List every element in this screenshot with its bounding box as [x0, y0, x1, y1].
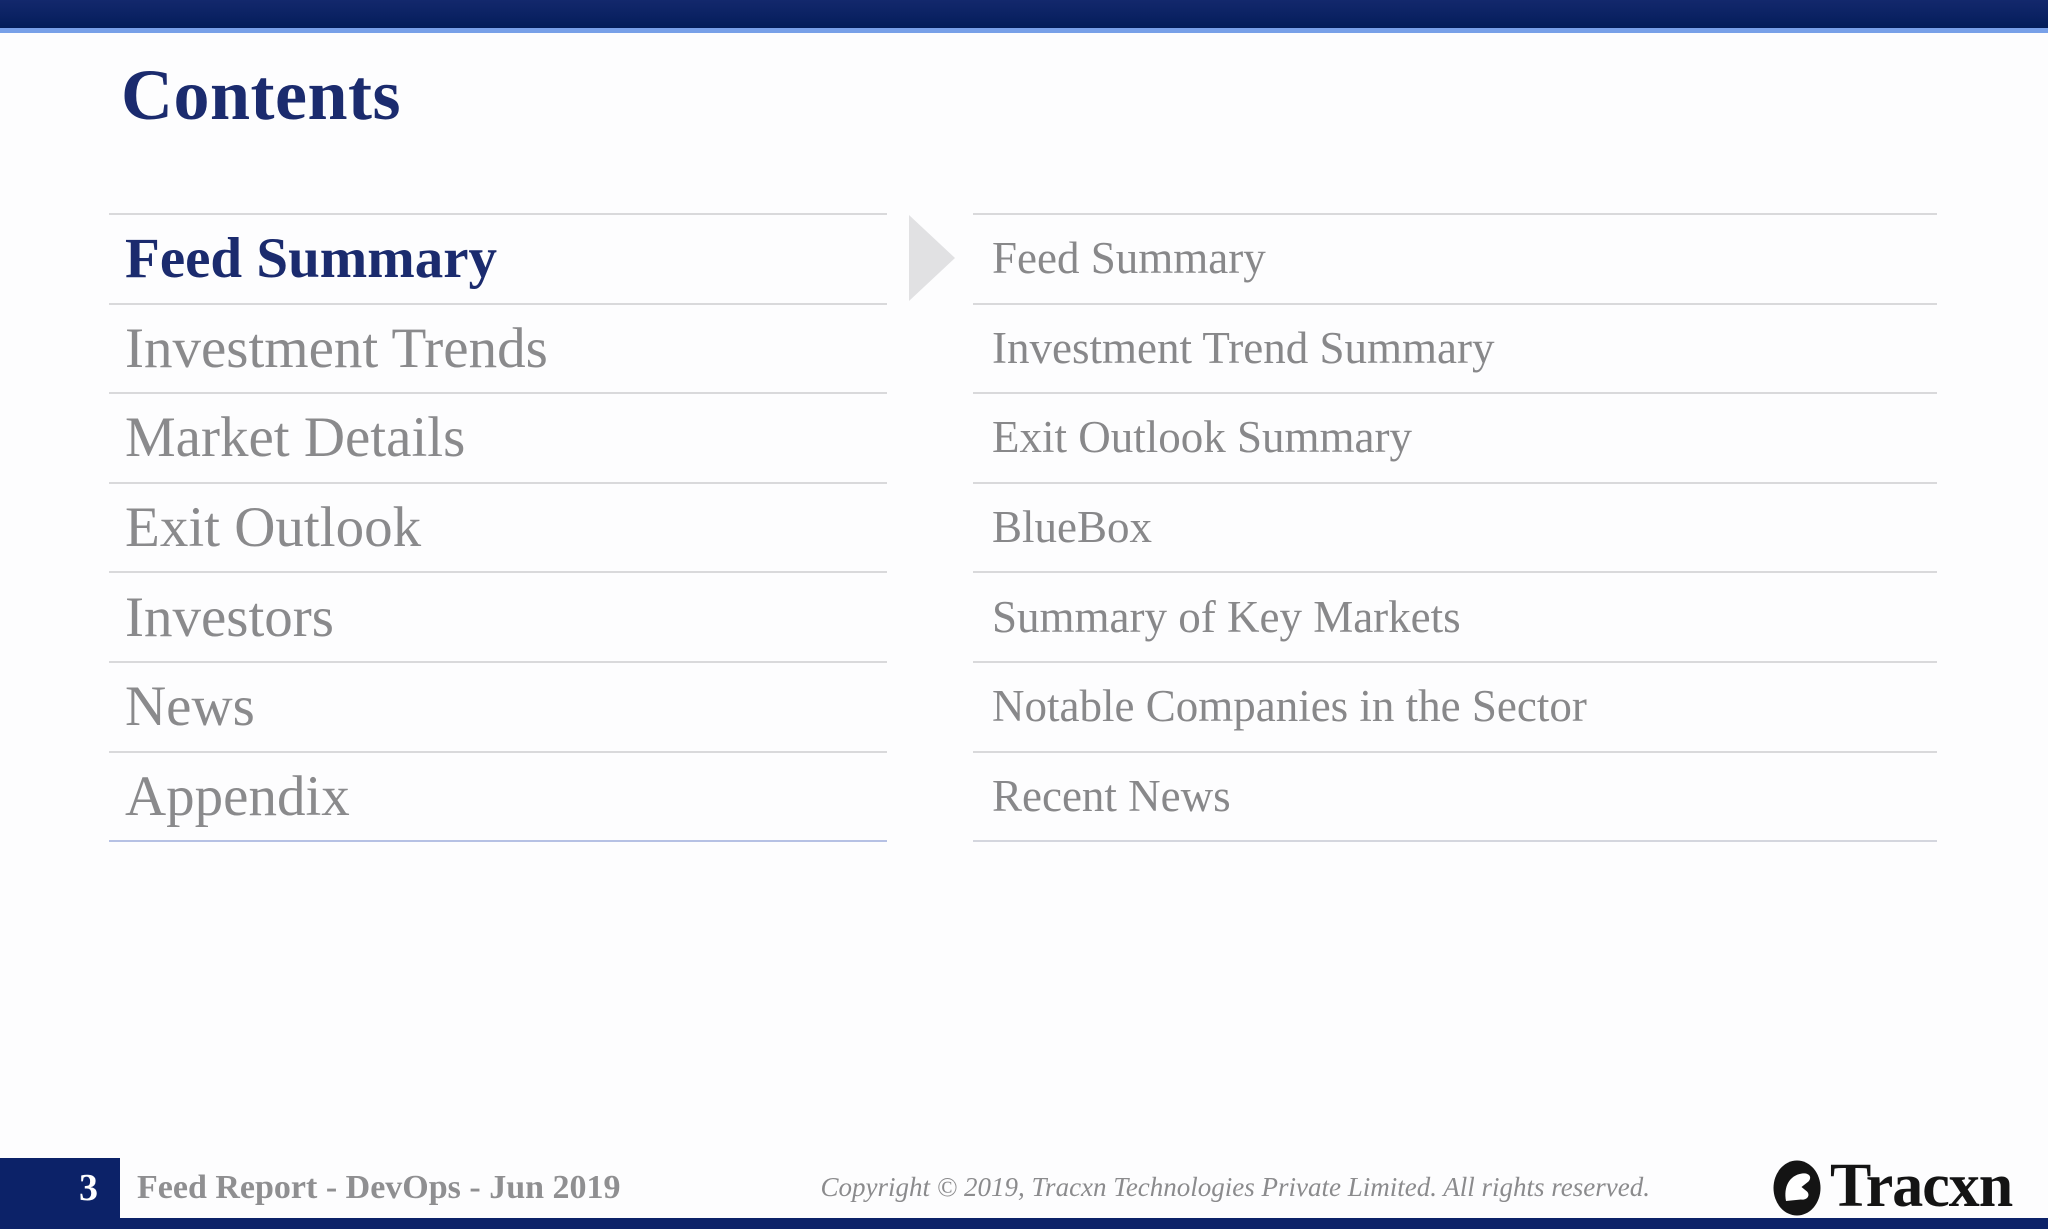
active-section-arrow-icon	[909, 215, 955, 301]
toc-section-label: News	[125, 675, 255, 739]
toc-section-exit-outlook[interactable]: Exit Outlook	[109, 481, 887, 572]
top-navy-bar	[0, 0, 2048, 28]
tracxn-logo-icon	[1773, 1160, 1821, 1216]
toc-subsection-exit-outlook-summary[interactable]: Exit Outlook Summary	[973, 392, 1937, 482]
bottom-navy-strip	[0, 1218, 2048, 1229]
toc-section-market-details[interactable]: Market Details	[109, 392, 887, 482]
top-accent-line	[0, 28, 2048, 33]
toc-subsection-label: Feed Summary	[992, 233, 1266, 284]
toc-subsection-label: BlueBox	[992, 502, 1153, 553]
page-number-box: 3	[0, 1158, 120, 1218]
toc-section-news[interactable]: News	[109, 660, 887, 751]
page-title: Contents	[121, 55, 402, 135]
toc-subsection-label: Recent News	[992, 770, 1231, 821]
toc-section-investment-trends[interactable]: Investment Trends	[109, 302, 887, 393]
toc-subsection-label: Summary of Key Markets	[992, 591, 1461, 642]
page-number: 3	[79, 1167, 98, 1209]
toc-subsection-bluebox[interactable]: BlueBox	[973, 481, 1937, 572]
toc-subsection-label: Notable Companies in the Sector	[992, 681, 1587, 732]
tracxn-wordmark: Tracxn	[1830, 1152, 2013, 1220]
toc-section-investors[interactable]: Investors	[109, 571, 887, 661]
toc-section-label: Investors	[125, 585, 334, 649]
copyright-text: Copyright © 2019, Tracxn Technologies Pr…	[820, 1171, 1650, 1202]
toc-subsection-label: Exit Outlook Summary	[992, 412, 1412, 463]
toc-sections-column: Feed Summary Investment Trends Market De…	[109, 213, 887, 843]
toc-section-label: Appendix	[125, 764, 350, 828]
toc-subsection-feed-summary[interactable]: Feed Summary	[973, 213, 1937, 303]
toc-subsections-column: Feed Summary Investment Trend Summary Ex…	[973, 213, 1937, 843]
tracxn-logo: Tracxn	[1773, 1152, 2013, 1220]
toc-subsection-recent-news[interactable]: Recent News	[973, 750, 1937, 841]
report-title: Feed Report - DevOps - Jun 2019	[137, 1169, 621, 1206]
toc-section-label: Market Details	[125, 406, 466, 470]
toc-section-appendix[interactable]: Appendix	[109, 750, 887, 841]
toc-subsection-summary-of-key-markets[interactable]: Summary of Key Markets	[973, 571, 1937, 661]
toc-subsection-label: Investment Trend Summary	[992, 322, 1495, 373]
toc-section-label: Investment Trends	[125, 316, 548, 380]
toc-subsection-notable-companies[interactable]: Notable Companies in the Sector	[973, 660, 1937, 751]
toc-section-label: Exit Outlook	[125, 496, 422, 560]
toc-subsection-investment-trend-summary[interactable]: Investment Trend Summary	[973, 302, 1937, 393]
toc-section-label: Feed Summary	[125, 227, 498, 291]
toc-section-feed-summary[interactable]: Feed Summary	[109, 213, 887, 303]
